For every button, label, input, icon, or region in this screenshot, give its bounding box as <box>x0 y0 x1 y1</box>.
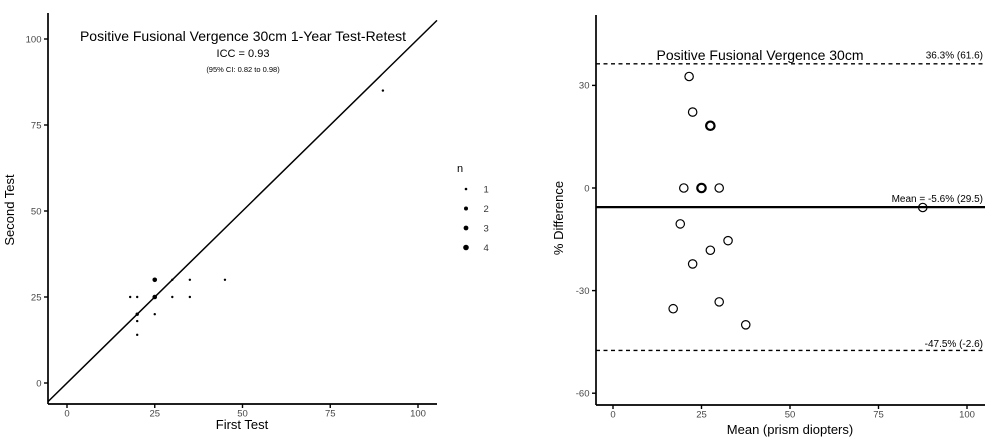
ba-data-point <box>668 303 678 314</box>
data-point <box>188 278 192 281</box>
left-x-tick-label: 50 <box>237 409 248 420</box>
right-y-axis-title: % Difference <box>551 181 566 255</box>
ba-data-point <box>714 183 724 193</box>
left-chart-subtitle-icc: ICC = 0.93 <box>217 48 270 60</box>
data-point <box>135 312 139 316</box>
ba-data-point <box>687 107 698 117</box>
right-x-tick-label: 0 <box>610 410 615 421</box>
size-legend: 1 2 3 4 <box>463 184 489 254</box>
right-y-tick-label: 0 <box>584 183 589 194</box>
left-y-tick-label: 0 <box>36 378 41 389</box>
left-x-axis-title: First Test <box>216 417 269 432</box>
left-y-tick-label: 75 <box>31 120 42 131</box>
ba-data-point <box>687 259 698 269</box>
legend-key-dot <box>463 244 469 251</box>
data-point <box>171 295 174 299</box>
right-y-tick-label: 30 <box>579 81 590 92</box>
data-point <box>188 295 192 299</box>
left-x-tick-label: 0 <box>64 409 69 420</box>
left-chart-title: Positive Fusional Vergence 30cm 1-Year T… <box>80 28 406 44</box>
left-x-tick-label: 100 <box>410 409 426 420</box>
ba-data-point <box>714 297 724 307</box>
legend-key-label: 1 <box>484 184 489 195</box>
ba-data-point <box>705 245 716 256</box>
ba-data-point <box>684 71 694 82</box>
right-y-tick-label: -30 <box>576 286 590 297</box>
left-chart-panel: 0 25 50 75 100 0 25 50 75 100 <box>26 13 438 420</box>
ba-data-point <box>740 319 751 330</box>
left-x-tick-label: 75 <box>325 409 336 420</box>
right-y-tick-label: -60 <box>576 389 590 400</box>
right-x-tick-label: 50 <box>785 410 796 421</box>
right-chart-panel: 0 25 50 75 100 30 0 -30 -60 <box>576 15 985 421</box>
legend-key-dot <box>464 187 468 191</box>
ba-data-point <box>696 182 707 194</box>
right-x-tick-label: 25 <box>696 410 707 421</box>
right-chart-title: Positive Fusional Vergence 30cm <box>657 47 864 63</box>
left-y-tick-label: 50 <box>31 206 42 217</box>
data-point <box>136 319 139 323</box>
ba-data-point <box>723 235 733 246</box>
legend-key-label: 4 <box>484 243 489 254</box>
right-x-tick-label: 75 <box>873 410 884 421</box>
right-x-tick-label: 100 <box>959 410 975 421</box>
lower-limit-label: -47.5% (-2.6) <box>925 339 983 350</box>
legend-key-label: 3 <box>484 223 489 234</box>
legend-title: n <box>457 163 463 175</box>
ba-data-point <box>675 219 686 229</box>
right-x-axis-title: Mean (prism diopters) <box>727 422 853 437</box>
mean-line-label: Mean = -5.6% (29.5) <box>892 194 983 205</box>
upper-limit-label: 36.3% (61.6) <box>926 51 983 62</box>
identity-line <box>47 19 438 403</box>
left-y-tick-label: 100 <box>26 34 42 45</box>
data-point <box>152 294 158 300</box>
legend-key-dot <box>463 225 469 231</box>
legend-key-dot <box>464 206 468 211</box>
data-point <box>223 278 227 281</box>
ba-data-point <box>678 183 689 193</box>
ba-data-point <box>705 120 716 132</box>
left-chart-subtitle-ci: (95% CI: 0.82 to 0.98) <box>206 65 280 74</box>
data-point <box>136 295 139 299</box>
data-point <box>171 278 174 281</box>
left-y-axis-title: Second Test <box>2 174 17 246</box>
left-y-tick-label: 25 <box>31 292 42 303</box>
data-point <box>152 277 158 283</box>
legend-key-label: 2 <box>484 204 489 215</box>
left-x-tick-label: 25 <box>149 409 160 420</box>
data-point <box>128 295 132 299</box>
data-point <box>136 333 139 337</box>
data-point <box>381 89 385 92</box>
data-point <box>153 313 156 316</box>
ba-data-point <box>917 202 928 213</box>
